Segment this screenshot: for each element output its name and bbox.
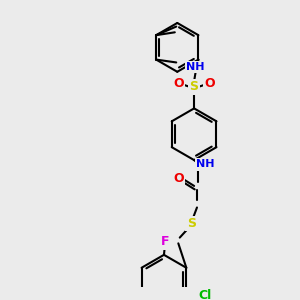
Text: S: S: [187, 217, 196, 230]
Text: O: O: [205, 77, 215, 91]
Text: NH: NH: [196, 159, 215, 170]
Text: O: O: [173, 77, 184, 91]
Text: O: O: [173, 172, 184, 185]
Text: S: S: [190, 80, 199, 93]
Text: F: F: [161, 236, 170, 248]
Text: NH: NH: [186, 62, 205, 72]
Text: Cl: Cl: [198, 289, 212, 300]
